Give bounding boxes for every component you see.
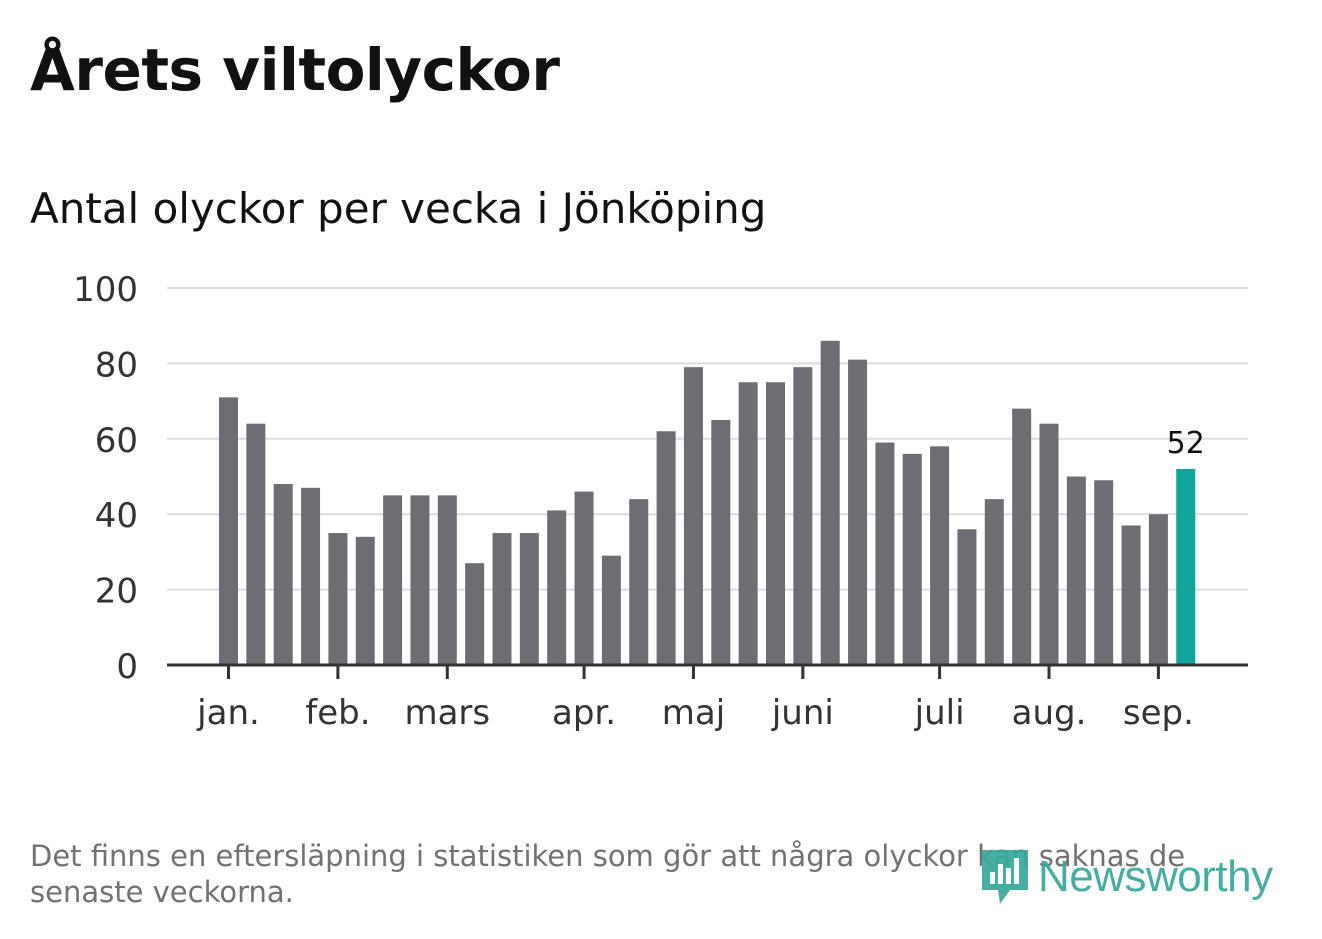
bar (629, 499, 649, 665)
bar (301, 487, 321, 665)
data-label: 52 (1167, 426, 1205, 461)
bar (711, 419, 731, 665)
x-tick-label: aug. (1012, 693, 1087, 733)
bar-highlight (1176, 468, 1196, 665)
bar (683, 367, 703, 665)
bar (984, 499, 1004, 665)
brand-logo: Newsworthy (980, 846, 1273, 908)
bar (848, 359, 868, 665)
bar (273, 484, 293, 665)
bar (1066, 476, 1086, 665)
x-tick-label: feb. (305, 693, 370, 733)
bar (437, 495, 457, 665)
bar (492, 533, 512, 665)
y-tick-label: 60 (95, 421, 138, 461)
y-tick-label: 20 (95, 572, 138, 612)
y-tick-label: 80 (95, 345, 138, 385)
bar (574, 491, 594, 665)
bar (1094, 480, 1114, 665)
bar (410, 495, 430, 665)
bar (902, 453, 922, 665)
bar (1148, 514, 1168, 665)
bar (383, 495, 403, 665)
bar (1012, 408, 1032, 665)
bar (930, 446, 950, 665)
bar (957, 529, 977, 665)
bar (246, 423, 266, 665)
x-tick-label: juni (771, 693, 834, 733)
brand-name: Newsworthy (1038, 852, 1273, 901)
x-tick-label: maj (662, 693, 725, 733)
y-tick-label: 0 (116, 647, 138, 687)
y-tick-label: 100 (73, 270, 138, 310)
bar (328, 533, 348, 665)
bar (519, 533, 539, 665)
x-tick-label: jan. (196, 693, 260, 733)
bar (547, 510, 567, 665)
bar (656, 431, 676, 665)
bar (793, 367, 813, 665)
bar (601, 555, 621, 665)
bar (738, 382, 758, 665)
bar (1121, 525, 1141, 665)
bar (465, 563, 485, 665)
x-tick-label: sep. (1123, 693, 1194, 733)
bar (875, 442, 895, 665)
newsworthy-logo-icon (982, 850, 1028, 904)
bar (219, 397, 238, 665)
bar-chart: 0 20 40 60 80 100 52 jan. feb. mars apr. maj juni jul… (73, 270, 1248, 733)
chart-subtitle: Antal olyckor per vecka i Jönköping (30, 184, 767, 233)
bar (355, 536, 375, 665)
bar (766, 382, 785, 665)
bar (1039, 423, 1059, 665)
chart-title: Årets viltolyckor (30, 36, 560, 104)
bar (820, 340, 840, 665)
x-tick-label: apr. (552, 693, 616, 733)
x-tick-label: juli (914, 693, 965, 733)
x-tick-label: mars (404, 693, 490, 733)
y-tick-label: 40 (95, 496, 138, 536)
